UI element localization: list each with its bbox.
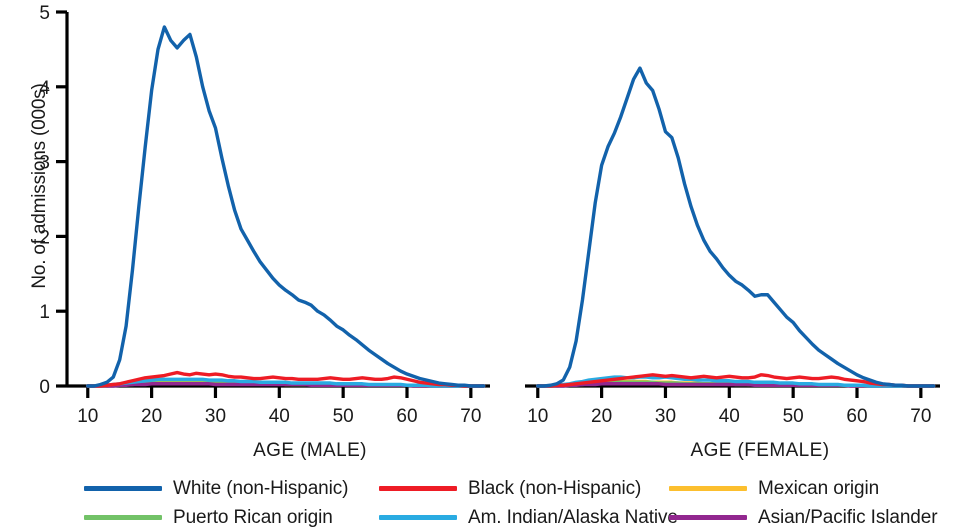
y-axis-tick-label: 0	[39, 377, 50, 398]
legend-label: Puerto Rican origin	[173, 506, 333, 528]
chart-legend: White (non-Hispanic) Black (non-Hispanic)…	[84, 474, 964, 532]
x-axis-tick-label: 60	[846, 406, 867, 427]
legend-label: White (non-Hispanic)	[173, 477, 349, 499]
x-axis-tick-label: 10	[77, 406, 98, 427]
y-axis-tick-label: 3	[39, 153, 50, 174]
legend-item[interactable]: Mexican origin	[669, 478, 964, 500]
x-axis-tick-label: 30	[655, 406, 676, 427]
x-axis-tick-label: 70	[460, 406, 481, 427]
x-axis-tick-label: 10	[527, 406, 548, 427]
y-axis-tick-label: 1	[39, 302, 50, 323]
y-axis-tick-label: 2	[39, 227, 50, 248]
legend-label: Asian/Pacific Islander	[758, 506, 938, 528]
legend-item[interactable]: Am. Indian/Alaska Native	[379, 507, 678, 529]
x-axis-tick-label: 50	[783, 406, 804, 427]
legend-color-swatch	[84, 486, 162, 491]
legend-color-swatch	[84, 515, 162, 520]
x-axis-tick-label: 20	[141, 406, 162, 427]
x-axis-tick-label: 40	[719, 406, 740, 427]
legend-label: Mexican origin	[758, 477, 880, 499]
series-line-am-indian-alaska-native	[86, 377, 486, 388]
y-axis-tick-label: 5	[39, 3, 50, 24]
x-axis-tick-label: 30	[205, 406, 226, 427]
x-axis-tick-label: 70	[910, 406, 931, 427]
series-line-white-non-hispanic	[86, 25, 486, 388]
legend-item[interactable]: White (non-Hispanic)	[84, 478, 379, 500]
legend-color-swatch	[379, 515, 457, 520]
legend-color-swatch	[379, 486, 457, 491]
series-line-black-non-hispanic	[536, 373, 936, 388]
y-axis-tick-label: 4	[39, 78, 50, 99]
legend-item[interactable]: Puerto Rican origin	[84, 507, 379, 529]
male-axis-title: AGE (MALE)	[253, 440, 367, 461]
legend-label: Black (non-Hispanic)	[468, 477, 642, 499]
legend-label: Am. Indian/Alaska Native	[468, 506, 678, 528]
series-line-white-non-hispanic	[536, 66, 936, 388]
series-line-black-non-hispanic	[86, 370, 486, 388]
x-axis-tick-label: 40	[269, 406, 290, 427]
legend-item[interactable]: Black (non-Hispanic)	[379, 478, 669, 500]
series-line-am-indian-alaska-native	[536, 375, 936, 388]
legend-color-swatch	[669, 486, 747, 491]
legend-item[interactable]: Asian/Pacific Islander	[669, 507, 964, 529]
x-axis-tick-label: 20	[591, 406, 612, 427]
x-axis-tick-label: 50	[333, 406, 354, 427]
x-axis-tick-label: 60	[396, 406, 417, 427]
female-axis-title: AGE (FEMALE)	[690, 440, 830, 461]
legend-color-swatch	[669, 515, 747, 520]
